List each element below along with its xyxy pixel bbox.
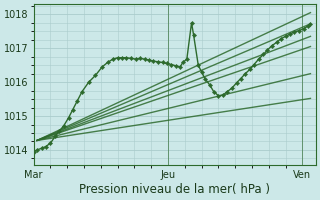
X-axis label: Pression niveau de la mer( hPa ): Pression niveau de la mer( hPa ) xyxy=(79,183,270,196)
